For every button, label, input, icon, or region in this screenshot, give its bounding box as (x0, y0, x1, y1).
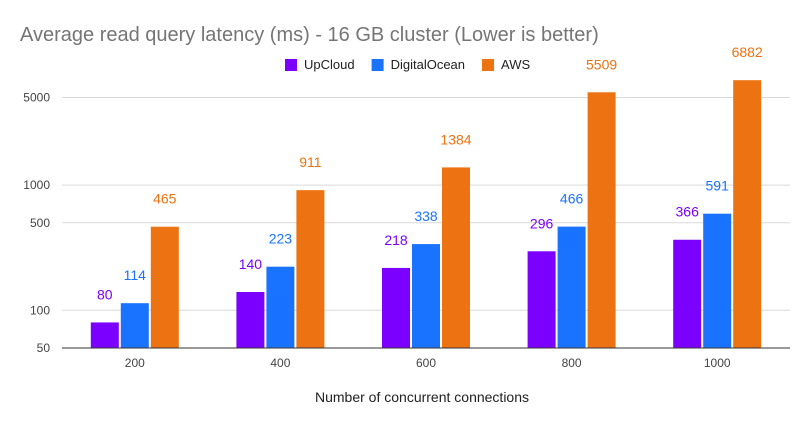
x-tick-label: 800 (562, 356, 582, 370)
legend-label: AWS (501, 57, 530, 72)
data-label: 6882 (732, 44, 763, 60)
bar-aws-200 (150, 226, 179, 348)
data-label: 114 (124, 267, 147, 283)
data-label: 465 (153, 191, 177, 207)
x-tick-label: 200 (125, 356, 145, 370)
data-label: 466 (560, 191, 584, 207)
y-tick-label: 5000 (23, 91, 50, 105)
bar-upcloud-600 (382, 267, 410, 348)
y-tick-label: 50 (37, 341, 51, 355)
data-label: 296 (530, 215, 554, 231)
bar-aws-1000 (733, 80, 762, 348)
bar-aws-400 (296, 190, 325, 348)
bar-aws-600 (442, 167, 470, 348)
x-axis-title: Number of concurrent connections (315, 389, 529, 405)
legend-label: UpCloud (304, 57, 355, 72)
legend-swatch (285, 59, 297, 71)
x-axis-ticks: 200 400 600 800 1000 (125, 356, 731, 370)
data-label: 338 (414, 208, 438, 224)
bar-upcloud-800 (527, 251, 556, 348)
x-tick-label: 400 (270, 356, 290, 370)
bar-digitalocean-800 (557, 226, 586, 348)
data-label: 911 (299, 154, 322, 170)
data-label: 223 (269, 231, 293, 247)
data-label: 366 (676, 204, 700, 220)
y-tick-label: 1000 (23, 178, 50, 192)
bar-upcloud-1000 (673, 239, 702, 348)
gridlines (62, 97, 790, 311)
data-label: 80 (97, 286, 113, 302)
bar-digitalocean-1000 (703, 213, 732, 348)
data-label: 140 (239, 256, 263, 272)
data-label: 591 (706, 178, 730, 194)
y-tick-label: 500 (30, 216, 50, 230)
data-label: 5509 (586, 56, 617, 72)
y-tick-label: 100 (30, 303, 50, 317)
bar-digitalocean-600 (412, 244, 440, 348)
bar-upcloud-200 (90, 322, 119, 348)
bar-digitalocean-400 (266, 266, 295, 348)
bars (90, 80, 762, 348)
chart-title: Average read query latency (ms) - 16 GB … (20, 24, 599, 46)
legend: UpCloud DigitalOcean AWS (285, 57, 530, 72)
x-tick-label: 1000 (704, 356, 731, 370)
bar-aws-800 (587, 92, 616, 348)
data-label: 1384 (440, 131, 471, 147)
x-tick-label: 600 (416, 356, 436, 370)
bar-digitalocean-200 (120, 303, 149, 348)
y-axis-ticks: 50 100 500 1000 5000 (23, 91, 50, 355)
legend-swatch (371, 59, 384, 71)
legend-label: DigitalOcean (391, 57, 465, 72)
legend-swatch (482, 59, 495, 71)
data-label: 218 (384, 232, 408, 248)
data-labels: 80 114 465 140 223 911 218 338 1384 296 466 5509 366… (97, 44, 763, 302)
bar-upcloud-400 (236, 292, 265, 348)
